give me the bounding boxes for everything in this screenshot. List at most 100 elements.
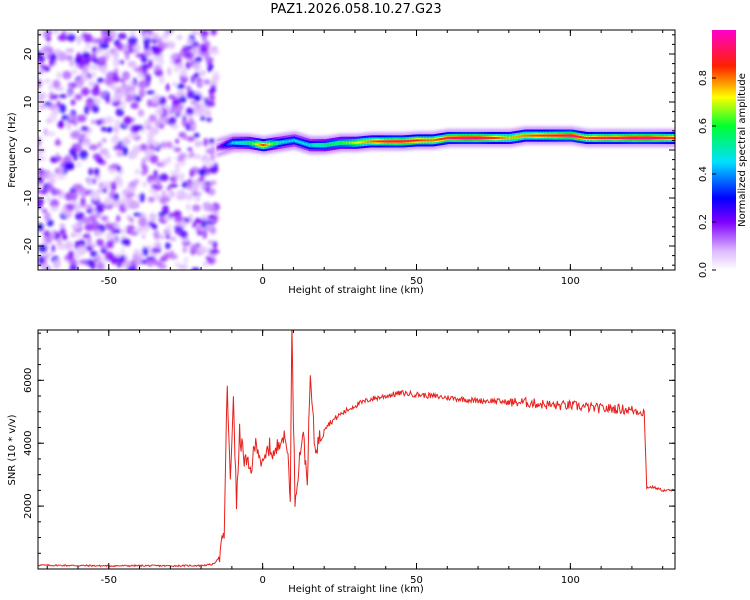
ridge-core [542,134,546,137]
noise-blob [140,56,148,63]
ridge-core [399,140,403,143]
noise-blob [118,178,123,188]
noise-blob [105,231,113,241]
noise-blob [111,198,121,208]
ridge-core [578,135,581,138]
ridge-core [645,137,649,139]
spectrogram-panel: -50 0 50 100 -20 -10 0 10 20 Height of straight… [7,29,676,296]
y-tick-label: 20 [23,48,34,61]
spectrogram-x-label: Height of straight line (km) [288,285,424,296]
noise-blob [95,204,105,214]
ridge-core [245,141,249,144]
noise-blob [120,99,126,110]
noise-blob [44,252,54,257]
ridge-core [438,138,441,141]
ridge-core [673,137,675,139]
noise-blob [155,69,164,77]
ridge-core [428,139,432,142]
ridge-core [639,137,643,139]
ridge-core [544,134,547,137]
noise-blob [74,56,83,65]
noise-blob [104,77,114,86]
noise-blob [185,61,191,70]
ridge-core [663,137,667,139]
ridge-core [287,140,290,143]
noise-blob [82,216,92,225]
ridge-core [250,142,253,145]
noise-blob [113,144,123,151]
ridge-core [298,140,301,143]
ridge-core [478,137,481,139]
noise-blob [181,118,188,127]
spectrogram-x-axis: -50 0 50 100 [46,30,664,287]
noise-blob [209,164,219,174]
noise-blob [175,138,180,144]
ridge-core [375,140,378,143]
ridge-core [424,139,427,142]
noise-blob [170,53,178,61]
noise-blob [148,221,156,228]
ridge-core [278,141,281,144]
noise-blob [84,43,92,50]
noise-blob [154,119,161,128]
x-tick-label: 0 [259,276,265,287]
ridge-core [405,140,409,143]
noise-blob [197,107,205,115]
ridge-core [353,141,357,144]
ridge-core [384,140,387,143]
ridge-core [225,143,229,146]
noise-blob [43,78,52,84]
noise-blob [191,267,200,270]
noise-blob [204,220,214,225]
colorbar-tick-label: 0.8 [698,70,709,86]
noise-blob [110,96,120,102]
ridge-core [404,140,407,143]
ridge-core [604,137,607,139]
noise-blob [137,109,145,117]
ridge-core [625,137,629,139]
noise-blob [184,193,194,199]
ridge-core [615,137,618,139]
ridge-core [344,141,347,144]
noise-blob [194,90,202,96]
ridge-core [307,143,310,146]
ridge-core [515,136,518,138]
noise-blob [55,138,60,146]
noise-blob [154,191,159,201]
noise-blob [88,80,95,88]
noise-blob [138,217,148,228]
noise-blob [183,257,189,264]
ridge-core [273,142,277,145]
noise-blob [167,116,177,126]
ridge-core [342,141,346,144]
noise-blob [64,210,71,218]
noise-blob [142,247,149,257]
ridge-core [567,134,570,137]
noise-blob [182,47,188,52]
noise-blob [210,30,217,36]
ridge-core [305,143,309,146]
noise-blob [104,50,111,58]
ridge-core [264,144,267,146]
noise-blob [91,178,97,185]
noise-blob [80,72,89,82]
ridge-core [398,140,401,143]
noise-blob [127,36,138,47]
noise-blob [143,37,151,45]
ridge-core [501,137,504,139]
ridge-core [290,139,293,142]
noise-blob [96,158,104,164]
noise-blob [106,240,112,249]
noise-blob [121,227,126,234]
ridge-core [321,144,324,147]
noise-blob [165,242,171,250]
noise-blob [61,206,67,216]
ridge-core [487,137,490,139]
ridge-core [608,137,612,139]
noise-blob [174,173,179,180]
ridge-core [244,141,247,144]
ridge-core [304,142,307,145]
noise-blob [109,163,118,170]
ridge-core [275,142,278,145]
ridge-core [491,137,495,139]
